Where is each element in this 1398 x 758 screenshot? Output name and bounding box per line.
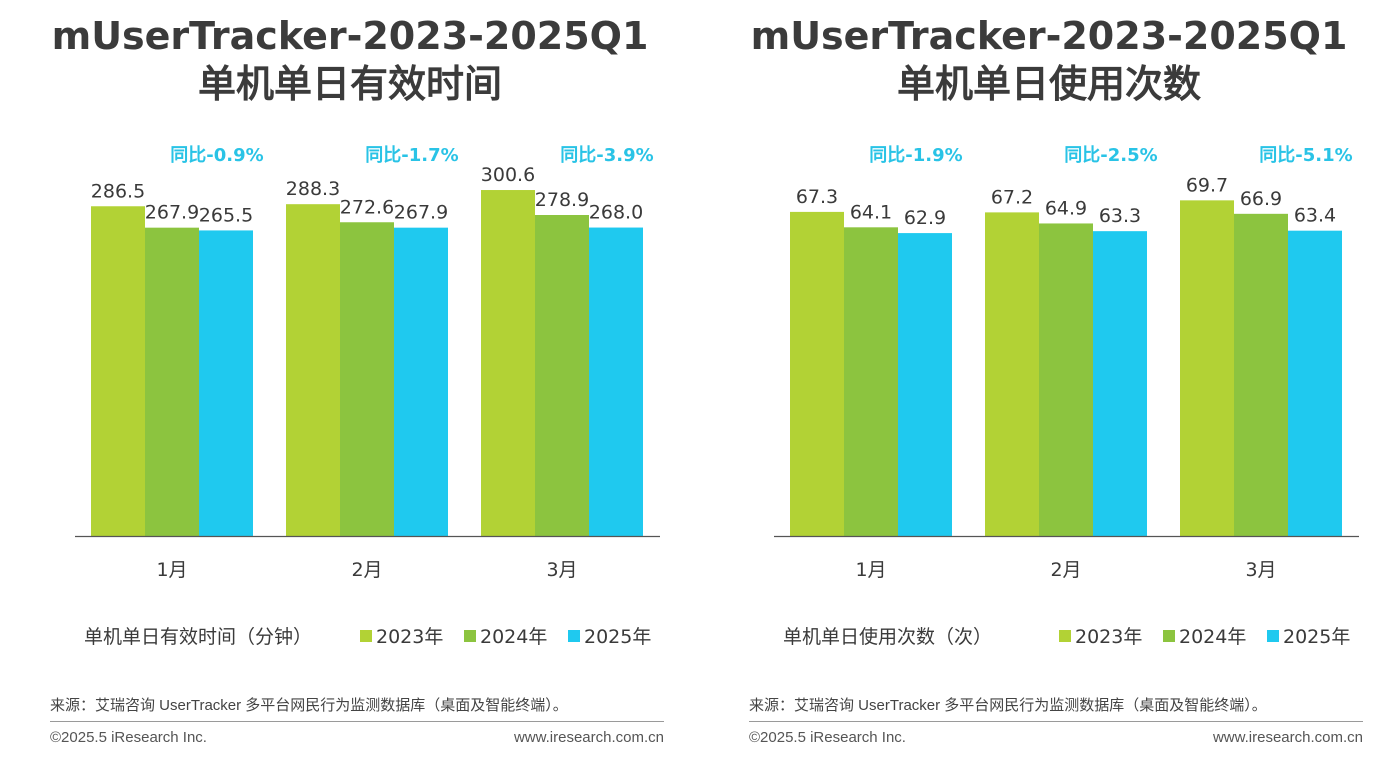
legend-swatch-2024 xyxy=(464,630,476,642)
yoy-label-3: 同比-3.9% xyxy=(560,145,653,166)
legend-swatch-2025 xyxy=(568,630,580,642)
value-label-2023-1: 67.3 xyxy=(796,186,838,208)
bar-2025-3 xyxy=(589,227,643,536)
bar-chart-usage-count: 67.3 67.2 69.7 64.1 64.9 66.9 62.9 63.3 63.4 同比-1… xyxy=(774,145,1359,648)
bar-2023-2 xyxy=(286,204,340,536)
legend-label-2025: 2025年 xyxy=(584,626,651,648)
bar-2025-2 xyxy=(1093,231,1147,536)
source-note: 来源：艾瑞咨询 UserTracker 多平台网民行为监测数据库（桌面及智能终端… xyxy=(50,697,568,714)
bar-2023-3 xyxy=(481,190,535,536)
bar-2025-3 xyxy=(1288,230,1342,536)
bar-2025-1 xyxy=(199,230,253,536)
footer-divider xyxy=(749,721,1363,722)
value-label-2024-1: 64.1 xyxy=(850,201,892,223)
chart-title-line1: mUserTracker-2023-2025Q1 xyxy=(51,14,649,58)
x-tick-label-2: 2月 xyxy=(351,559,382,581)
value-label-2024-2: 64.9 xyxy=(1045,197,1087,219)
chart-panel-usage-count: mUserTracker-2023-2025Q1 单机单日使用次数 67.3 67… xyxy=(699,0,1398,758)
x-tick-label-2: 2月 xyxy=(1050,559,1081,581)
bar-2023-3 xyxy=(1180,200,1234,536)
chart-title: mUserTracker-2023-2025Q1 单机单日有效时间 xyxy=(30,12,670,108)
legend-swatch-2024 xyxy=(1163,630,1175,642)
x-tick-label-3: 3月 xyxy=(1245,559,1276,581)
value-label-2025-2: 267.9 xyxy=(394,202,448,224)
value-label-2024-1: 267.9 xyxy=(145,202,199,224)
bar-2024-1 xyxy=(844,227,898,536)
bar-2024-3 xyxy=(535,215,589,536)
value-label-2024-2: 272.6 xyxy=(340,196,394,218)
copyright: ©2025.5 iResearch Inc. xyxy=(50,729,207,746)
footer-divider xyxy=(50,721,664,722)
legend-swatch-2023 xyxy=(360,630,372,642)
value-label-2024-3: 66.9 xyxy=(1240,188,1282,210)
x-tick-label-1: 1月 xyxy=(156,559,187,581)
chart-title-line2: 单机单日有效时间 xyxy=(197,62,502,106)
bar-2025-2 xyxy=(394,227,448,536)
value-label-2023-3: 300.6 xyxy=(481,164,535,186)
bar-2023-1 xyxy=(91,206,145,537)
value-label-2024-3: 278.9 xyxy=(535,189,589,211)
bar-2024-2 xyxy=(340,222,394,537)
legend-label-2024: 2024年 xyxy=(1179,626,1246,648)
legend-label-2024: 2024年 xyxy=(480,626,547,648)
bar-2025-1 xyxy=(898,233,952,536)
value-label-2025-2: 63.3 xyxy=(1099,205,1141,227)
chart-title-line2: 单机单日使用次数 xyxy=(896,62,1201,106)
copyright: ©2025.5 iResearch Inc. xyxy=(749,729,906,746)
value-label-2025-3: 63.4 xyxy=(1294,205,1336,227)
yoy-label-2: 同比-2.5% xyxy=(1064,145,1157,166)
x-tick-label-1: 1月 xyxy=(855,559,886,581)
legend-swatch-2025 xyxy=(1267,630,1279,642)
value-label-2023-2: 67.2 xyxy=(991,186,1033,208)
legend-metric-label: 单机单日有效时间（分钟） xyxy=(84,626,312,648)
bar-2024-2 xyxy=(1039,223,1093,536)
source-note: 来源：艾瑞咨询 UserTracker 多平台网民行为监测数据库（桌面及智能终端… xyxy=(749,697,1267,714)
value-label-2023-1: 286.5 xyxy=(91,180,145,202)
value-label-2025-1: 62.9 xyxy=(904,207,946,229)
yoy-label-2: 同比-1.7% xyxy=(365,145,458,166)
bar-2024-3 xyxy=(1234,213,1288,537)
legend-label-2023: 2023年 xyxy=(1075,626,1142,648)
value-label-2023-2: 288.3 xyxy=(286,178,340,200)
value-label-2025-1: 265.5 xyxy=(199,204,253,226)
yoy-label-1: 同比-1.9% xyxy=(869,145,962,166)
value-label-2023-3: 69.7 xyxy=(1186,174,1228,196)
bar-2023-2 xyxy=(985,212,1039,536)
chart-panel-effective-time: mUserTracker-2023-2025Q1 单机单日有效时间 286.5 2… xyxy=(30,12,670,746)
website-link[interactable]: www.iresearch.com.cn xyxy=(513,729,664,746)
bar-2024-1 xyxy=(145,227,199,536)
legend-metric-label: 单机单日使用次数（次） xyxy=(783,626,992,648)
value-label-2025-3: 268.0 xyxy=(589,202,643,224)
website-link[interactable]: www.iresearch.com.cn xyxy=(1212,729,1363,746)
chart-title-line1: mUserTracker-2023-2025Q1 xyxy=(750,14,1348,58)
yoy-label-1: 同比-0.9% xyxy=(170,145,263,166)
legend-swatch-2023 xyxy=(1059,630,1071,642)
legend-label-2023: 2023年 xyxy=(376,626,443,648)
yoy-label-3: 同比-5.1% xyxy=(1259,145,1352,166)
x-tick-label-3: 3月 xyxy=(546,559,577,581)
bar-2023-1 xyxy=(790,211,844,536)
legend-label-2025: 2025年 xyxy=(1283,626,1350,648)
chart-title: mUserTracker-2023-2025Q1 单机单日使用次数 xyxy=(729,12,1369,108)
